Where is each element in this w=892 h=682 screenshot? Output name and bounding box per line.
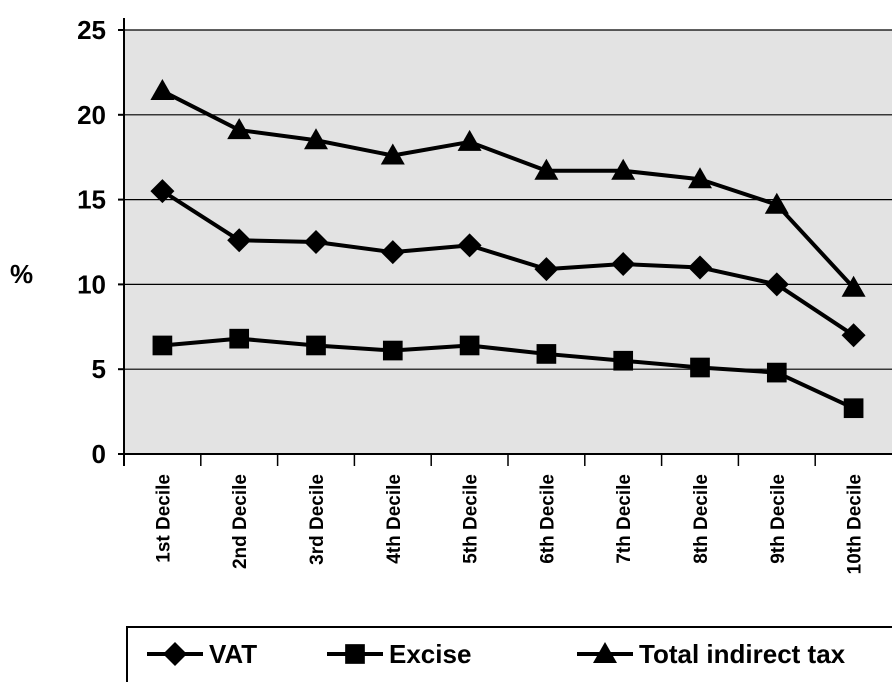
legend-square-marker <box>345 644 365 664</box>
y-tick-label: 25 <box>77 15 106 45</box>
square-marker <box>382 340 403 361</box>
x-tick-label: 6th Decile <box>537 474 558 564</box>
square-marker <box>613 350 634 371</box>
x-axis-ticks: 1st Decile 2nd Decile 3rd Decile 4th Decile… <box>153 474 865 574</box>
triangle-marker <box>841 275 866 297</box>
y-tick-label: 0 <box>92 439 106 469</box>
triangle-marker <box>380 143 405 165</box>
legend: VAT Excise Total indirect tax <box>126 626 892 682</box>
diamond-marker <box>841 323 866 348</box>
legend-triangle-marker <box>593 642 617 663</box>
y-tick-label: 15 <box>77 185 106 215</box>
x-tick-label: 10th Decile <box>845 474 866 574</box>
diamond-marker <box>534 257 559 282</box>
square-marker <box>690 357 710 378</box>
diamond-marker <box>611 252 636 277</box>
triangle-marker <box>611 158 636 180</box>
triangle-marker <box>764 192 789 214</box>
triangle-marker <box>688 167 712 189</box>
x-tick-label: 2nd Decile <box>230 474 251 569</box>
series-layer <box>150 79 866 419</box>
legend-item: VAT <box>147 639 257 669</box>
axes <box>118 18 892 466</box>
x-tick-label: 9th Decile <box>768 474 789 564</box>
triangle-marker <box>150 79 175 101</box>
diamond-marker <box>457 233 482 258</box>
y-tick-label: 5 <box>92 354 106 384</box>
x-tick-label: 3rd Decile <box>307 474 328 565</box>
diamond-marker <box>688 255 712 280</box>
square-marker <box>536 344 557 364</box>
x-tick-label: 7th Decile <box>614 474 635 564</box>
legend-label: Total indirect tax <box>639 639 846 669</box>
legend-label: VAT <box>209 639 257 669</box>
diamond-marker <box>764 272 789 297</box>
y-axis-ticks: 0 5 10 15 20 25 <box>77 15 106 469</box>
y-axis-label: % <box>10 259 33 289</box>
legend-diamond-marker <box>163 642 187 666</box>
x-tick-label: 1st Decile <box>153 474 174 563</box>
diamond-marker <box>227 228 252 253</box>
series-vat <box>150 179 866 348</box>
square-marker <box>766 362 787 383</box>
triangle-marker <box>304 128 328 150</box>
x-tick-label: 4th Decile <box>384 474 405 564</box>
legend-item: Excise <box>327 639 471 669</box>
square-marker <box>843 398 864 419</box>
legend-label: Excise <box>389 639 471 669</box>
triangle-marker <box>227 118 252 140</box>
square-marker <box>306 335 326 356</box>
square-marker <box>229 328 250 349</box>
diamond-marker <box>150 179 175 204</box>
series-total-indirect-tax <box>150 79 866 297</box>
y-tick-label: 10 <box>77 269 106 299</box>
x-tick-label: 5th Decile <box>461 474 482 564</box>
legend-box <box>126 626 892 682</box>
square-marker <box>459 335 480 356</box>
x-tick-label: 8th Decile <box>691 474 712 564</box>
diamond-marker <box>304 230 328 254</box>
diamond-marker <box>380 240 405 265</box>
series-line <box>162 336 855 411</box>
triangle-marker <box>534 158 559 180</box>
series-excise <box>152 328 864 419</box>
series-line <box>161 189 855 337</box>
y-tick-label: 20 <box>77 100 106 130</box>
series-line <box>161 89 856 290</box>
legend-item: Total indirect tax <box>577 639 846 669</box>
square-marker <box>152 335 173 356</box>
triangle-marker <box>457 129 482 151</box>
